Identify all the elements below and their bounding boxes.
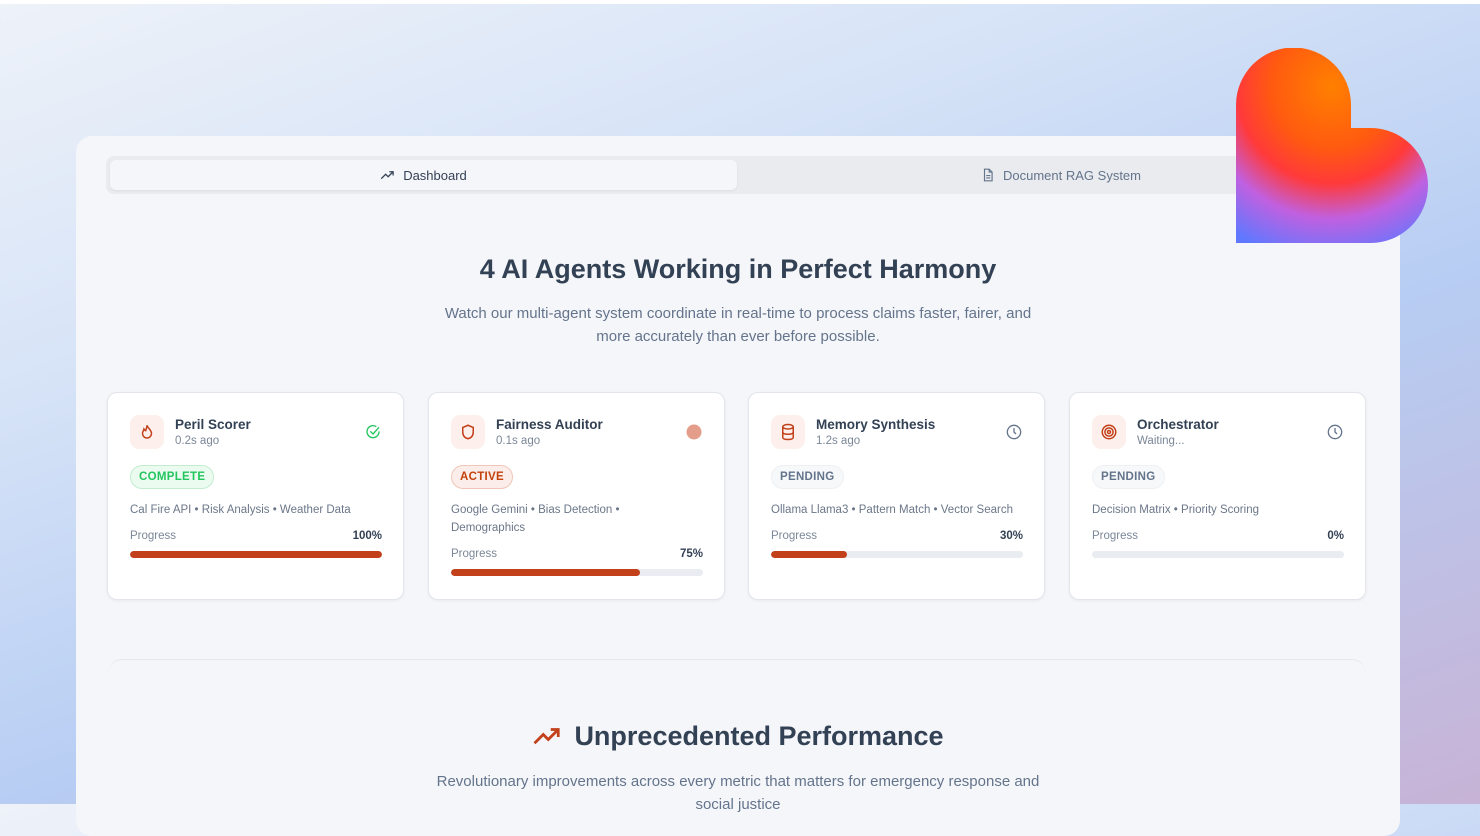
- trending-up-icon: [380, 170, 394, 179]
- section-divider: [108, 659, 1366, 689]
- agent-tags: Google Gemini • Bias Detection • Demogra…: [451, 504, 620, 534]
- agent-name: Peril Scorer: [175, 417, 251, 432]
- tab-label: Dashboard: [403, 167, 467, 183]
- clock-icon: [1327, 424, 1343, 440]
- top-edge: [0, 0, 1480, 4]
- clock-icon: [1006, 424, 1022, 440]
- active-dot-icon: [686, 424, 702, 440]
- progress-bar: [451, 569, 703, 576]
- tab-document-rag[interactable]: Document RAG System: [737, 160, 1385, 190]
- status-badge: PENDING: [771, 465, 844, 489]
- check-circle-icon: [366, 425, 380, 439]
- agent-card-fairness-auditor: Fairness Auditor 0.1s ago ACTIVE Google …: [428, 392, 725, 600]
- progress-label: Progress: [130, 530, 177, 542]
- agent-name: Orchestrator: [1137, 417, 1219, 432]
- document-icon: [983, 168, 993, 182]
- progress-label: Progress: [1092, 530, 1139, 542]
- agent-tags: Ollama Llama3 • Pattern Match • Vector S…: [771, 504, 1013, 516]
- status-badge: COMPLETE: [130, 465, 215, 489]
- progress-bar: [1092, 551, 1344, 558]
- progress-value: 75%: [679, 548, 703, 560]
- progress-bar: [771, 551, 1023, 558]
- agent-tags: Decision Matrix • Priority Scoring: [1092, 504, 1259, 516]
- heart-logo-icon: [1236, 48, 1428, 243]
- main-panel: Dashboard Document RAG System 4 AI Agent…: [76, 136, 1400, 836]
- performance-title-text: Unprecedented Performance: [574, 721, 944, 751]
- agent-time: 0.2s ago: [175, 435, 220, 447]
- tab-label: Document RAG System: [1003, 167, 1141, 183]
- agent-name: Memory Synthesis: [816, 417, 936, 432]
- agent-card-memory-synthesis: Memory Synthesis 1.2s ago PENDING Ollama…: [748, 392, 1045, 600]
- agent-time: 1.2s ago: [816, 435, 861, 447]
- progress-fill: [130, 551, 382, 558]
- progress-label: Progress: [771, 530, 818, 542]
- tab-bar: Dashboard Document RAG System: [106, 156, 1390, 194]
- target-icon: [1092, 415, 1126, 449]
- status-badge: PENDING: [1092, 465, 1165, 489]
- trending-up-icon: [533, 727, 561, 744]
- progress-value: 0%: [1327, 530, 1344, 542]
- progress-label: Progress: [451, 548, 498, 560]
- shield-icon: [451, 415, 485, 449]
- agent-name: Fairness Auditor: [496, 417, 603, 432]
- progress-bar: [130, 551, 382, 558]
- progress-fill: [451, 569, 640, 576]
- hero-subtitle: Watch our multi-agent system coordinate …: [444, 305, 1032, 345]
- agent-time: Waiting...: [1137, 435, 1185, 447]
- progress-value: 100%: [352, 530, 382, 542]
- agent-card-peril-scorer: Peril Scorer 0.2s ago COMPLETE Cal Fire …: [107, 392, 404, 600]
- flame-icon: [130, 415, 164, 449]
- database-icon: [771, 415, 805, 449]
- performance-title: Unprecedented Performance: [76, 721, 1400, 752]
- status-badge: ACTIVE: [451, 465, 513, 489]
- progress-fill: [771, 551, 847, 558]
- progress-value: 30%: [999, 530, 1023, 542]
- tab-dashboard[interactable]: Dashboard: [110, 160, 737, 190]
- performance-subtitle: Revolutionary improvements across every …: [436, 773, 1040, 813]
- agent-tags: Cal Fire API • Risk Analysis • Weather D…: [130, 504, 351, 516]
- agent-time: 0.1s ago: [496, 435, 541, 447]
- hero-title: 4 AI Agents Working in Perfect Harmony: [479, 254, 997, 284]
- agent-card-orchestrator: Orchestrator Waiting... PENDING Decision…: [1069, 392, 1366, 600]
